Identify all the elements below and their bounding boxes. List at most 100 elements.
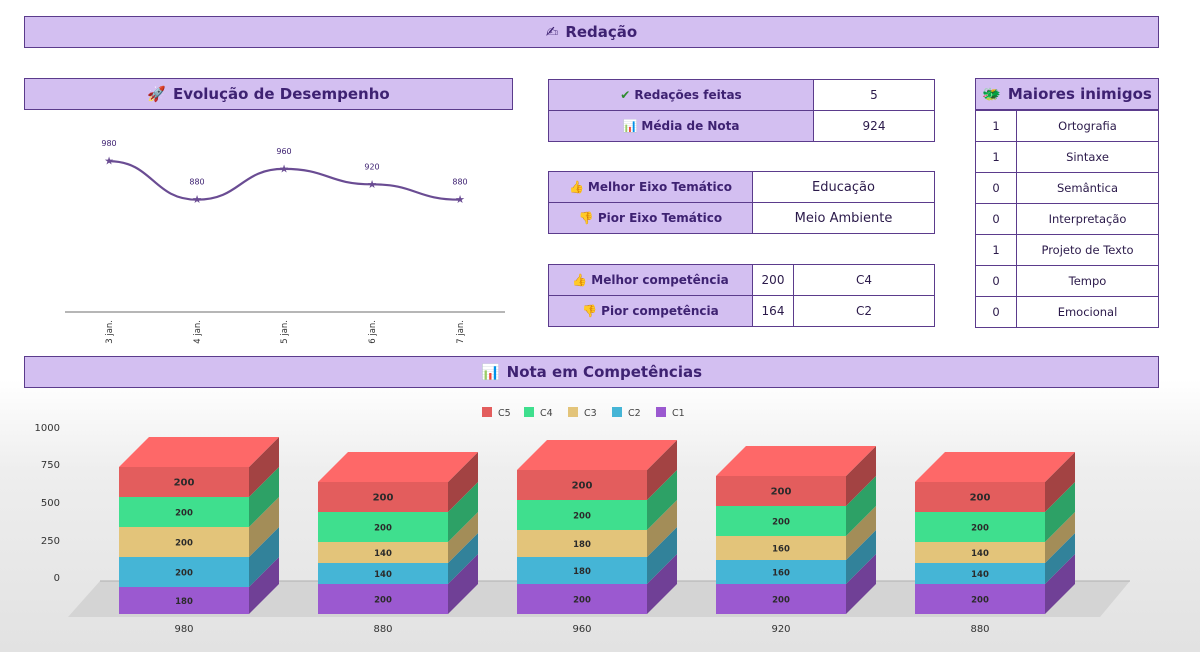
stat-row-pior-comp: 👎 Pior competência 164 C2 bbox=[548, 295, 935, 327]
inimigo-name: Tempo bbox=[1016, 265, 1159, 297]
table-row: 0 Emocional bbox=[975, 296, 1159, 328]
table-row: 0 Semântica bbox=[975, 172, 1159, 204]
stat-value: 5 bbox=[813, 79, 935, 111]
bar-value-label: 200 bbox=[174, 478, 195, 489]
inimigo-count: 0 bbox=[975, 296, 1017, 328]
legend-swatch bbox=[612, 407, 622, 417]
stat-label-cell: ✔ Redações feitas bbox=[548, 79, 814, 111]
bar-segment-front bbox=[915, 482, 1045, 512]
stat-label-cell: 👍 Melhor Eixo Temático bbox=[548, 171, 753, 203]
rocket-icon: 🚀 bbox=[147, 85, 166, 103]
bar-segment-front bbox=[517, 584, 647, 614]
bar-segment-front bbox=[318, 482, 448, 512]
bar-value-label: 200 bbox=[970, 493, 991, 504]
bar-value-label: 200 bbox=[175, 539, 193, 549]
x-tick-label: 5 jan. bbox=[280, 320, 290, 344]
bar-value-label: 200 bbox=[771, 487, 792, 498]
competencia-table: 👍 Melhor competência 200 C4 👎 Pior competê… bbox=[548, 264, 935, 327]
bar-segment-front bbox=[119, 587, 249, 614]
stat-value: C4 bbox=[793, 264, 935, 296]
y-tick-label: 250 bbox=[41, 536, 60, 547]
x-tick-label: 960 bbox=[572, 624, 591, 635]
table-row: 1 Sintaxe bbox=[975, 141, 1159, 173]
bar-top-face bbox=[119, 437, 279, 467]
inimigo-count: 0 bbox=[975, 203, 1017, 235]
bar-segment-front bbox=[915, 542, 1045, 563]
inimigo-count: 0 bbox=[975, 265, 1017, 297]
bar-value-label: 200 bbox=[971, 524, 989, 534]
inimigos-header: 🐲 Maiores inimigos bbox=[975, 78, 1159, 110]
inimigo-count: 1 bbox=[975, 110, 1017, 142]
evolucao-header: 🚀 Evolução de Desempenho bbox=[24, 78, 513, 110]
bar-segment-side bbox=[448, 482, 478, 542]
bar-top-face bbox=[716, 446, 876, 476]
bar-segment-side bbox=[846, 554, 876, 614]
stat-label: Melhor Eixo Temático bbox=[587, 180, 733, 194]
bar-segment-front bbox=[318, 563, 448, 584]
bar-segment-side bbox=[249, 527, 279, 587]
bar-value-label: 160 bbox=[772, 569, 790, 579]
bar-segment-front bbox=[517, 500, 647, 530]
data-point-marker: ★ bbox=[192, 193, 202, 206]
x-tick-label: 4 jan. bbox=[193, 320, 203, 344]
stat-value: 924 bbox=[813, 110, 935, 142]
bar-segment-front bbox=[716, 506, 846, 536]
data-point-marker: ★ bbox=[367, 178, 377, 191]
stacked-bar: 180 200 200 200 200 bbox=[119, 437, 279, 614]
inimigo-name: Interpretação bbox=[1016, 203, 1159, 235]
stat-label: Redações feitas bbox=[634, 88, 742, 102]
stat-label-cell: 👎 Pior Eixo Temático bbox=[548, 202, 753, 234]
inimigo-name: Emocional bbox=[1016, 296, 1159, 328]
stacked-bar: 200 160 160 200 200 bbox=[716, 446, 876, 614]
y-tick-label: 750 bbox=[41, 460, 60, 471]
inimigo-name: Semântica bbox=[1016, 172, 1159, 204]
bar-segment-front bbox=[119, 467, 249, 497]
thumbs-up-icon: 👍 bbox=[568, 180, 584, 194]
inimigo-name: Projeto de Texto bbox=[1016, 234, 1159, 266]
competencias-header: 📊 Nota em Competências bbox=[24, 356, 1159, 388]
bar-segment-side bbox=[1045, 482, 1075, 542]
thumbs-down-icon: 👎 bbox=[582, 304, 598, 318]
evolucao-title: Evolução de Desempenho bbox=[172, 85, 390, 103]
bar-segment-front bbox=[119, 527, 249, 557]
stat-label-cell: 📊 Média de Nota bbox=[548, 110, 814, 142]
stacked-bar: 200 180 180 200 200 bbox=[517, 440, 677, 614]
legend-swatch bbox=[482, 407, 492, 417]
bar-segment-side bbox=[647, 500, 677, 557]
bar-chart-icon: 📊 bbox=[480, 363, 500, 381]
bar-segment-front bbox=[119, 497, 249, 527]
stat-row-melhor-comp: 👍 Melhor competência 200 C4 bbox=[548, 264, 935, 296]
bar-segment-side bbox=[647, 527, 677, 584]
table-row: 1 Projeto de Texto bbox=[975, 234, 1159, 266]
x-tick-label: 980 bbox=[174, 624, 193, 635]
bar-value-label: 200 bbox=[572, 481, 593, 492]
data-label: 880 bbox=[452, 178, 467, 187]
bar-segment-front bbox=[119, 557, 249, 587]
stat-label: Pior Eixo Temático bbox=[597, 211, 723, 225]
bar-value-label: 140 bbox=[374, 549, 392, 559]
bar-segment-side bbox=[448, 554, 478, 614]
bar-segment-side bbox=[249, 437, 279, 497]
data-label: 960 bbox=[276, 147, 291, 156]
data-point-marker: ★ bbox=[279, 162, 289, 175]
stat-row-melhor-eixo: 👍 Melhor Eixo Temático Educação bbox=[548, 171, 935, 203]
dragon-icon: 🐲 bbox=[982, 85, 1001, 103]
bar-segment-side bbox=[1045, 512, 1075, 563]
bar-value-label: 180 bbox=[573, 540, 591, 550]
bar-segment-front bbox=[915, 512, 1045, 542]
evolucao-line-chart: ★ 980 3 jan. ★ 880 4 jan. ★ 960 5 jan. ★ 920 6 jan.… bbox=[65, 139, 505, 344]
data-point-marker: ★ bbox=[455, 193, 465, 206]
bar-value-label: 200 bbox=[772, 596, 790, 606]
bar-value-label: 180 bbox=[175, 597, 193, 607]
legend-label: C1 bbox=[672, 408, 685, 419]
thumbs-up-icon: 👍 bbox=[572, 273, 588, 287]
bar-segment-side bbox=[647, 554, 677, 614]
stat-score: 200 bbox=[752, 264, 794, 296]
bar-segment-front bbox=[517, 557, 647, 584]
stat-value: Educação bbox=[752, 171, 935, 203]
bar-top-face bbox=[915, 452, 1075, 482]
table-row: 0 Tempo bbox=[975, 265, 1159, 297]
inimigo-count: 1 bbox=[975, 141, 1017, 173]
bar-chart-icon: 📊 bbox=[622, 119, 638, 133]
bar-segment-front bbox=[716, 584, 846, 614]
